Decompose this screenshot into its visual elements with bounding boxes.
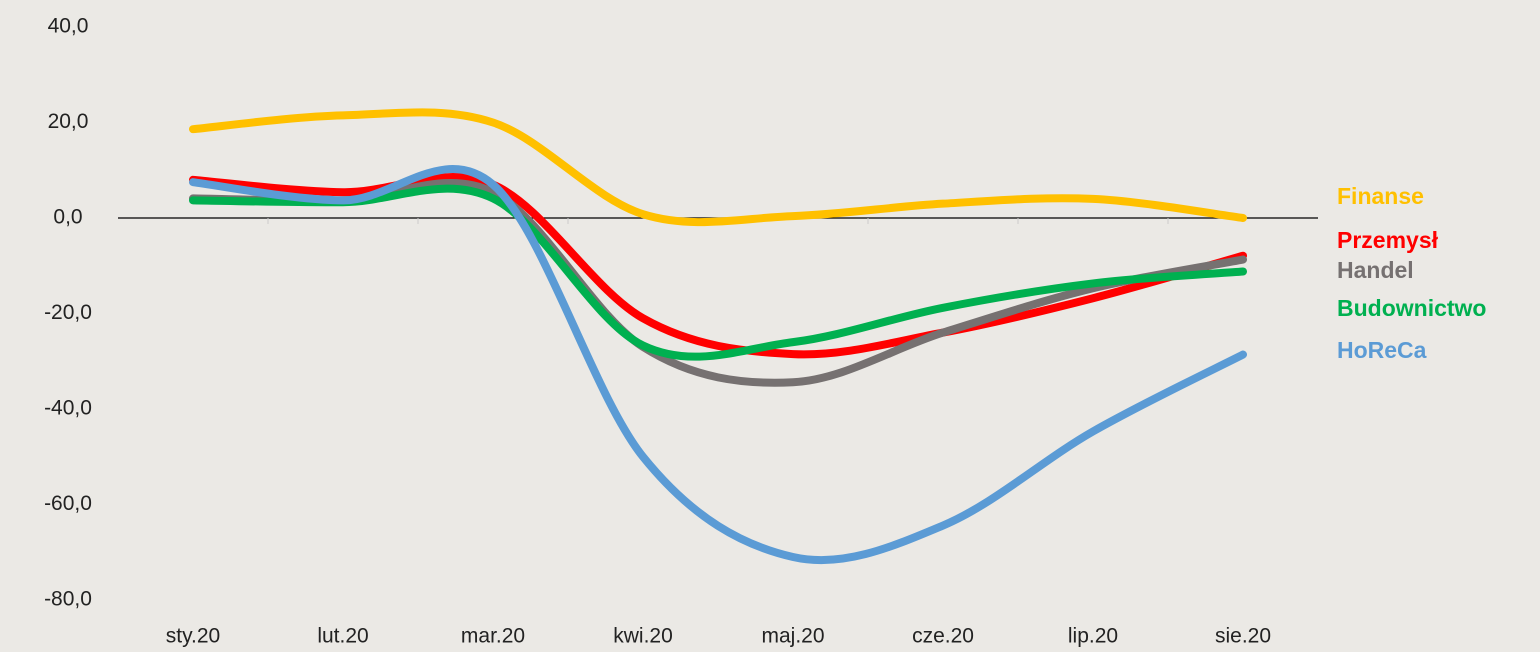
legend-label: Handel xyxy=(1337,257,1414,283)
line xyxy=(189,184,1247,361)
y-tick-label: 40,0 xyxy=(48,15,89,38)
x-tick-label: lut.20 xyxy=(317,625,368,648)
legend-label: HoReCa xyxy=(1337,337,1427,363)
y-tick-label: 0,0 xyxy=(53,206,82,229)
legend-label: Przemysł xyxy=(1337,227,1439,253)
x-tick-label: mar.20 xyxy=(461,625,525,648)
y-tick-label: -60,0 xyxy=(44,492,92,515)
x-tick-label: lip.20 xyxy=(1068,625,1118,648)
legend-label: Finanse xyxy=(1337,183,1424,209)
y-tick-label: -20,0 xyxy=(44,301,92,324)
y-tick-label: 20,0 xyxy=(48,110,89,133)
y-tick-label: -80,0 xyxy=(44,588,92,611)
x-tick-label: sty.20 xyxy=(166,625,220,648)
x-tick-label: cze.20 xyxy=(912,625,974,648)
x-tick-label: kwi.20 xyxy=(613,625,673,648)
x-tick-label: maj.20 xyxy=(761,625,824,648)
y-tick-label: -40,0 xyxy=(44,397,92,420)
x-tick-label: sie.20 xyxy=(1215,625,1271,648)
legend-label: Budownictwo xyxy=(1337,295,1486,321)
line xyxy=(189,165,1247,565)
line xyxy=(189,173,1247,359)
line xyxy=(189,108,1247,227)
